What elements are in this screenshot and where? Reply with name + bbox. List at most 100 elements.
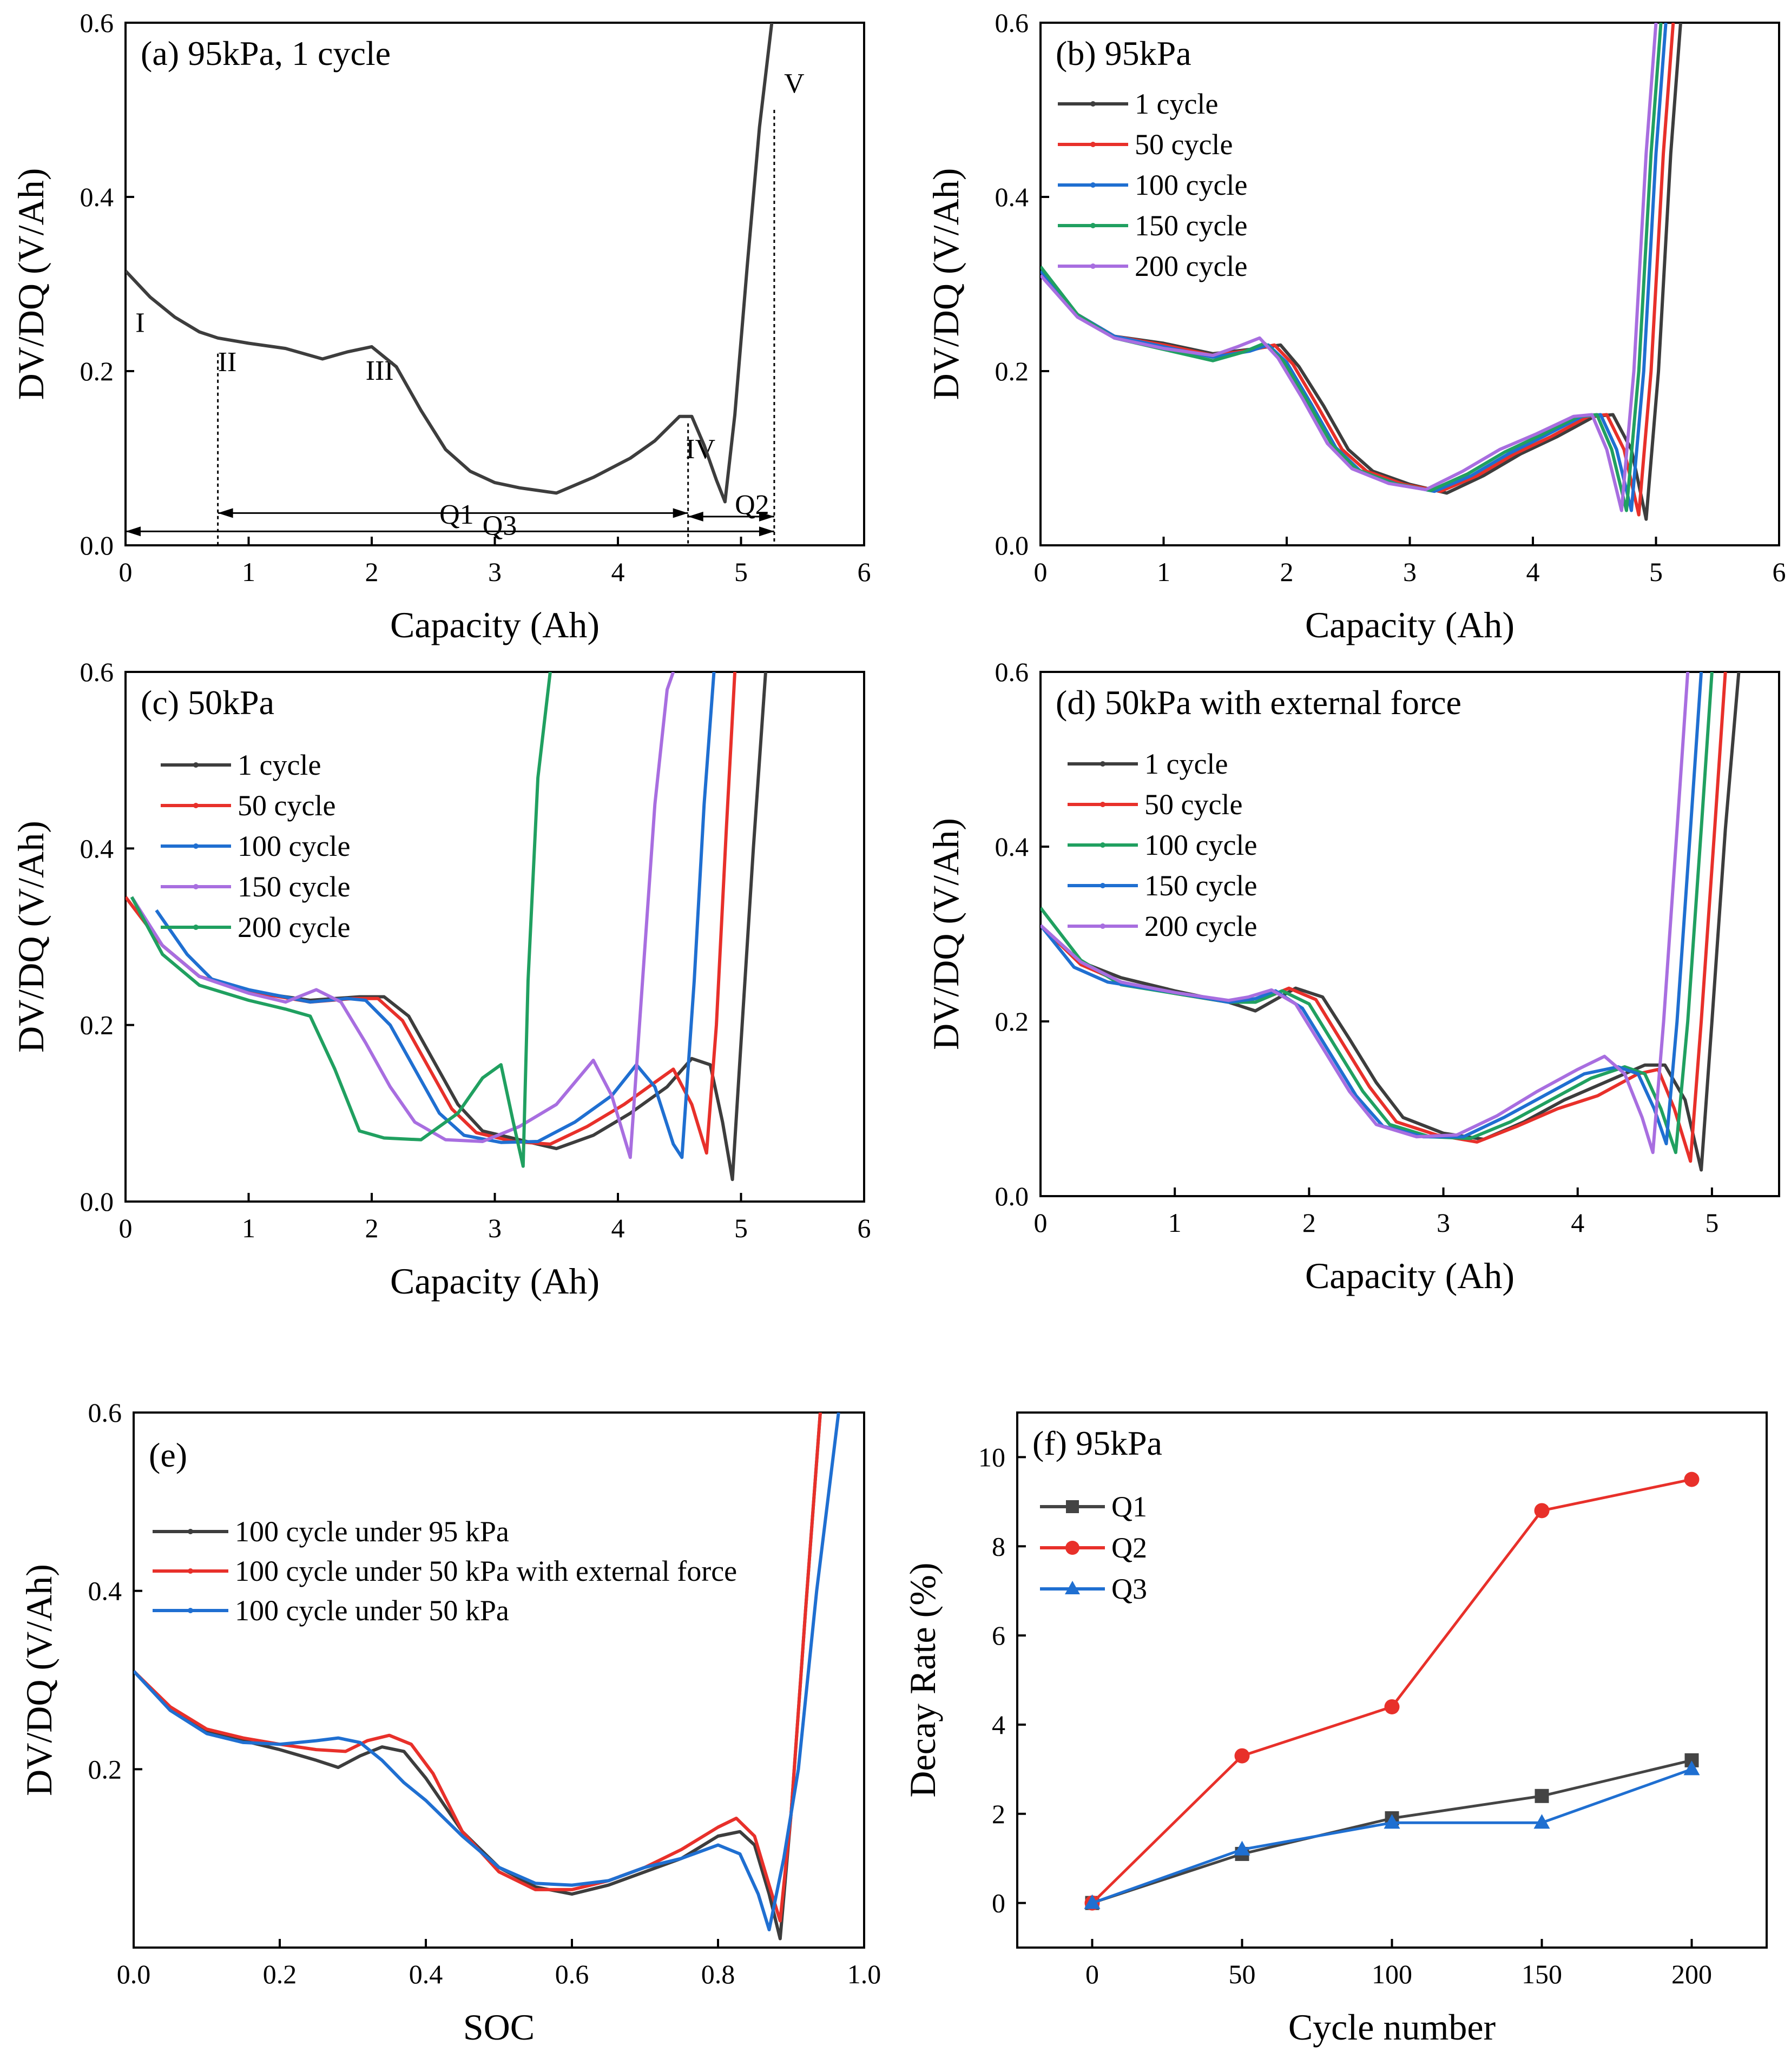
- y-tick-label: 10: [978, 1442, 1005, 1472]
- x-tick-label: 0: [1085, 1959, 1099, 1989]
- x-tick-label: 3: [1437, 1207, 1450, 1238]
- x-axis-title: Capacity (Ah): [390, 1261, 600, 1302]
- x-tick-label: 0.4: [409, 1959, 443, 1989]
- y-axis-title: DV/DQ (V/Ah): [925, 818, 966, 1050]
- x-tick-label: 2: [1280, 557, 1294, 587]
- x-tick-label: 4: [1526, 557, 1540, 587]
- y-tick-label: 0.0: [80, 530, 114, 560]
- x-tick-label: 3: [488, 1213, 502, 1243]
- plot-area: [1041, 672, 1741, 1172]
- annotation-label: Q1: [439, 499, 474, 530]
- x-tick-label: 6: [1773, 557, 1786, 587]
- x-tick-label: 150: [1522, 1959, 1562, 1989]
- y-tick-label: 2: [992, 1799, 1005, 1829]
- x-tick-label: 5: [734, 557, 748, 587]
- y-tick-label: 0.2: [80, 1010, 114, 1040]
- x-tick-label: 200: [1671, 1959, 1712, 1989]
- y-tick-label: 4: [992, 1710, 1005, 1740]
- legend-label: 100 cycle: [1144, 829, 1257, 861]
- x-axis-title: SOC: [463, 2007, 535, 2048]
- series-line-200-cycle: [130, 672, 552, 1168]
- y-tick-label: 0.0: [80, 1186, 114, 1217]
- legend-label: Q1: [1111, 1490, 1147, 1523]
- legend-marker: [1090, 142, 1096, 147]
- y-tick-label: 0.4: [995, 832, 1029, 862]
- chart-panel-e: 0.0 0.2 0.4 0.6 0.8 1.0 0.2 0.4 0.6 SOC DV/DQ (V/A…: [18, 1397, 881, 2048]
- data-point-marker: [1384, 1699, 1400, 1714]
- chart-panel-b: 0 1 2 3 4 5 6 0.0 0.2 0.4 0.6 Capacity (Ah) DV/DQ (V…: [925, 8, 1786, 645]
- x-tick-label: 5: [1649, 557, 1663, 587]
- legend-marker: [1090, 263, 1096, 269]
- legend-label: 50 cycle: [1135, 128, 1233, 161]
- legend: 100 cycle under 95 kPa 100 cycle under 50…: [153, 1515, 737, 1627]
- x-tick-label: 0.2: [263, 1959, 297, 1989]
- annotation-label: I: [135, 308, 144, 339]
- plot-area: [134, 1413, 840, 1941]
- legend-label: 200 cycle: [238, 911, 350, 943]
- data-point-marker: [1533, 1814, 1550, 1829]
- x-tick-label: 3: [1403, 557, 1417, 587]
- series-line-100-cycle: [155, 672, 716, 1159]
- x-tick-label: 50: [1229, 1959, 1256, 1989]
- panel-title: (c) 50kPa: [141, 683, 274, 722]
- legend-marker: [1090, 223, 1096, 228]
- q3-arrow-head-right: [759, 526, 774, 537]
- y-tick-label: 0.0: [995, 1181, 1029, 1211]
- legend-label: 100 cycle under 95 kPa: [235, 1515, 509, 1548]
- legend-marker: [1066, 1500, 1079, 1513]
- y-tick-label: 6: [992, 1620, 1005, 1651]
- series-line-1-cycle: [126, 23, 774, 504]
- x-axis-title: Capacity (Ah): [390, 604, 600, 645]
- x-tick-label: 5: [1705, 1207, 1718, 1238]
- data-point-marker: [1684, 1471, 1700, 1487]
- y-tick-label: 0.6: [80, 8, 114, 38]
- legend-label: 50 cycle: [1144, 788, 1242, 821]
- legend-marker: [193, 884, 199, 889]
- x-tick-label: 0: [119, 557, 133, 587]
- data-point-marker: [1384, 1814, 1400, 1829]
- panel-title: (a) 95kPa, 1 cycle: [141, 34, 391, 72]
- x-tick-label: 4: [611, 1213, 625, 1243]
- legend-marker: [1100, 923, 1105, 929]
- legend-marker: [193, 843, 199, 849]
- series-line-150-cycle: [130, 672, 675, 1159]
- q1-arrow-head-left: [218, 508, 233, 518]
- y-tick-label: 0.4: [995, 182, 1029, 212]
- legend-marker: [1090, 101, 1096, 107]
- series-line-50-cycle: [126, 672, 737, 1155]
- y-tick-label: 0.2: [80, 356, 114, 386]
- legend-label: 150 cycle: [238, 870, 350, 903]
- panel-title: (f) 95kPa: [1032, 1424, 1162, 1462]
- legend-marker: [193, 762, 199, 768]
- panel-title: (e): [149, 1436, 187, 1474]
- axes-frame: [133, 1411, 865, 1949]
- x-tick-label: 6: [858, 557, 871, 587]
- q2-arrow-head-left: [688, 511, 703, 522]
- y-tick-label: 0.2: [88, 1754, 122, 1784]
- x-tick-label: 1: [1157, 557, 1170, 587]
- legend-marker: [1065, 1581, 1080, 1594]
- x-tick-label: 0: [1034, 557, 1048, 587]
- y-tick-label: 0.4: [80, 182, 114, 212]
- legend-label: 150 cycle: [1144, 869, 1257, 902]
- x-tick-label: 2: [365, 557, 379, 587]
- legend-label: 1 cycle: [1144, 748, 1228, 780]
- legend-label: 50 cycle: [238, 789, 335, 822]
- x-tick-label: 1: [242, 1213, 255, 1243]
- axes-frame: [124, 22, 865, 546]
- plot-area: [126, 23, 774, 504]
- y-axis-title: DV/DQ (V/Ah): [18, 1564, 60, 1796]
- panel-title: (b) 95kPa: [1056, 34, 1191, 72]
- data-point-marker: [1234, 1840, 1250, 1856]
- x-axis-title: Cycle number: [1288, 2007, 1496, 2048]
- x-tick-label: 100: [1372, 1959, 1412, 1989]
- chart-panel-c: 0 1 2 3 4 5 6 0.0 0.2 0.4 0.6 Capacity (Ah) DV/DQ (V…: [10, 657, 871, 1302]
- annotation-label: Q3: [483, 511, 517, 542]
- y-axis-title: DV/DQ (V/Ah): [10, 821, 51, 1053]
- legend-label: Q2: [1111, 1532, 1147, 1564]
- legend-marker: [188, 1608, 193, 1613]
- y-axis-title: Decay Rate (%): [902, 1562, 943, 1797]
- q3-arrow-head-left: [126, 526, 141, 537]
- legend: 1 cycle 50 cycle 100 cycle 150 cycle 200 cyc…: [1058, 88, 1247, 282]
- legend: 1 cycle 50 cycle 100 cycle 150 cycle 200 cyc…: [1068, 748, 1257, 942]
